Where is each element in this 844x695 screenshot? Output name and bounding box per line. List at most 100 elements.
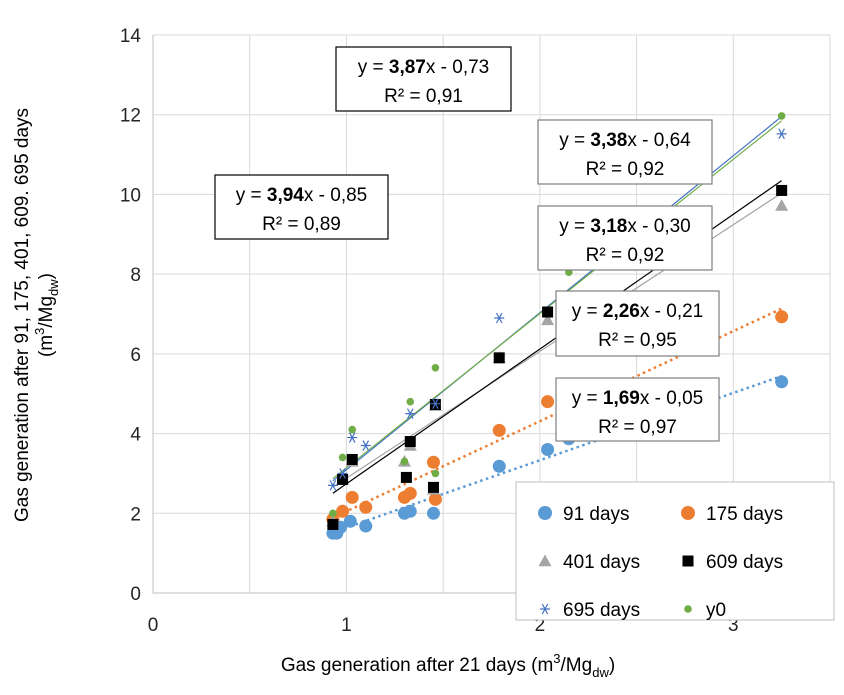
data-point-609-days [346,453,358,465]
legend-marker-695-days [540,603,550,615]
y-axis-title-line1: Gas generation after 91, 175, 401, 609. … [12,108,33,522]
r-squared-line: R² = 0,95 [598,330,677,351]
y-tick-label: 6 [130,345,141,366]
data-point-609-days [776,184,788,196]
y-tick-label: 14 [120,26,142,47]
data-point-609-days [427,481,439,493]
data-point-91-days [359,519,373,533]
data-point-401-days [541,313,555,326]
legend-label: y0 [706,600,726,621]
legend: 91 days 175 days 401 days 609 days 695 days y… [515,481,835,621]
data-point-695-days [327,480,338,491]
x-tick-label: 1 [341,615,352,636]
legend-box [515,481,835,621]
equation-box [537,119,713,185]
data-point-695-days [430,398,441,409]
legend-item-91-days: 91 days [538,504,630,525]
r-squared-line: R² = 0,91 [384,86,463,107]
y-tick-label: 10 [120,185,141,206]
data-point-695-days [494,312,505,324]
data-point-175-days [345,490,359,504]
y-tick-label: 2 [130,504,141,525]
data-point-91-days [492,459,506,473]
data-point-175-days [359,500,373,514]
legend-item-609-days: 609 days [682,552,783,573]
data-point-695-days [776,128,787,140]
legend-label: 695 days [563,600,640,621]
data-point-695-days [337,468,348,479]
equation-line: y = 3,94x - 0,85 [236,185,368,206]
data-point-y0 [338,453,347,462]
equation-box [335,46,512,112]
equation-91-days: y = 1,69x - 0,05 R² = 0,97 [555,377,720,442]
legend-label: 175 days [706,504,783,525]
y-axis-title: Gas generation after 91, 175, 401, 609. … [12,108,61,522]
data-point-175-days [775,310,789,324]
equation-box [555,290,720,357]
legend-marker-609-days [682,555,694,567]
data-point-175-days [541,395,555,409]
data-point-609-days [493,352,505,364]
data-point-609-days [337,473,349,485]
data-point-y0 [400,457,409,466]
y-tick-label: 4 [130,425,141,446]
y-tick-label: 12 [120,106,141,127]
x-tick-label: 0 [148,615,159,636]
r-squared-line: R² = 0,89 [262,214,341,235]
data-point-y0 [431,469,440,478]
x-axis-title: Gas generation after 21 days (m3/Mgdw) [281,651,615,680]
data-point-175-days [426,455,440,469]
data-point-175-days [336,504,350,518]
data-point-91-days [403,504,417,518]
r-squared-line: R² = 0,92 [586,245,665,266]
legend-marker-401-days [538,554,552,567]
data-point-695-days [405,408,416,419]
data-point-609-days [542,306,554,318]
y-tick-label: 0 [130,584,141,605]
equation-labels: y = 3,87x - 0,73 R² = 0,91 y = 3,94x - 0,8… [214,46,720,442]
equation-box [555,377,720,442]
equation-line: y = 3,38x - 0,64 [559,130,691,151]
equation-y0: y = 3,87x - 0,73 R² = 0,91 [335,46,512,112]
equation-box [537,205,713,271]
equation-175-days: y = 2,26x - 0,21 R² = 0,95 [555,290,720,357]
legend-marker-y0 [684,605,692,613]
equation-line: y = 1,69x - 0,05 [572,388,704,409]
data-point-175-days [428,492,442,506]
data-point-y0 [777,112,786,120]
legend-label: 91 days [563,504,630,525]
x-tick-label: 2 [535,615,546,636]
legend-item-695-days: 695 days [540,600,640,621]
equation-609-days: y = 3,38x - 0,64 R² = 0,92 [537,119,713,185]
legend-label: 609 days [706,552,783,573]
data-point-175-days [492,423,506,437]
data-point-695-days [347,432,358,443]
data-point-y0 [406,397,415,406]
equation-401-days: y = 3,18x - 0,30 R² = 0,92 [537,205,713,271]
equation-box [214,174,389,240]
data-point-y0 [348,425,357,434]
legend-label: 401 days [563,552,640,573]
y-axis-title-line2: (m3/Mgdw) [32,273,61,357]
data-point-y0 [329,509,337,518]
equation-line: y = 3,87x - 0,73 [358,57,490,78]
data-point-y0 [431,364,440,372]
equation-695-days: y = 3,94x - 0,85 R² = 0,89 [214,174,389,240]
legend-item-y0: y0 [684,600,726,621]
x-tick-label: 3 [728,615,739,636]
data-point-91-days [426,506,440,520]
y-tick-label: 8 [130,265,141,286]
r-squared-line: R² = 0,92 [586,159,665,180]
r-squared-line: R² = 0,97 [598,417,677,438]
equation-line: y = 3,18x - 0,30 [559,216,691,237]
data-point-609-days [404,436,416,448]
data-point-609-days [400,471,412,483]
data-point-695-days [360,440,371,451]
data-point-609-days [327,518,339,530]
legend-item-175-days: 175 days [681,504,783,525]
legend-marker-91-days [538,506,552,520]
data-point-401-days [775,199,789,211]
